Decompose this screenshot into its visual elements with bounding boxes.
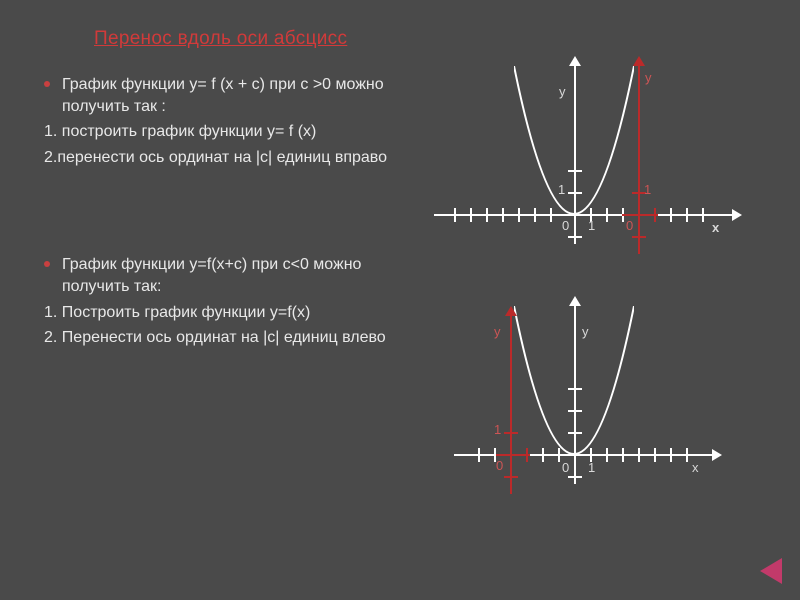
shifted-x-stub [496,454,530,456]
block2-line2: 2. Перенести ось ординат на |с| единиц в… [44,327,404,349]
shifted-y-label: y [645,70,652,85]
x-tick [686,208,688,222]
shifted-x-stub [622,214,658,216]
unit-y-label: 1 [558,182,565,197]
x-axis-label: x [692,460,699,475]
back-button[interactable] [760,558,782,584]
x-tick [686,448,688,462]
graph-1: 0 1 1 x y y 1 0 [414,64,754,284]
y-axis-label: y [582,324,589,339]
x-tick [638,448,640,462]
bullet-2: График функции y=f(x+с) при с<0 можно по… [44,254,404,297]
x-tick [478,448,480,462]
shifted-y-tick [504,432,518,434]
shifted-y-tick [632,236,646,238]
block1-line1: 1. построить график функции y= f (x) [44,121,404,143]
shifted-y-axis [510,314,512,494]
content-row: График функции y= f (x + с) при с >0 мож… [44,74,756,409]
x-tick [670,448,672,462]
shifted-y-tick [504,476,518,478]
text-column: График функции y= f (x + с) при с >0 мож… [44,74,404,409]
shifted-y-label: y [494,324,501,339]
parabola-curve [514,306,634,456]
text-block-2: График функции y=f(x+с) при с<0 можно по… [44,254,404,348]
x-tick [654,448,656,462]
shifted-unit-y: 1 [494,422,501,437]
x-tick [454,208,456,222]
block2-line1: 1. Построить график функции y=f(x) [44,302,404,324]
shifted-y-arrow-icon [505,306,517,316]
shifted-x-tick [526,448,528,462]
x-tick [486,208,488,222]
unit-x-label: 1 [588,460,595,475]
shifted-origin: 0 [626,218,633,233]
bullet-1: График функции y= f (x + с) при с >0 мож… [44,74,404,117]
y-tick [568,236,582,238]
block2-line1-text: 1. Построить график функции y=f(x) [44,304,310,321]
x-tick [702,208,704,222]
origin-label: 0 [562,218,569,233]
parabola-curve [514,66,634,216]
unit-x-label: 1 [588,218,595,233]
x-tick [670,208,672,222]
slide: Перенос вдоль оси абсцисс График функции… [0,0,800,600]
y-tick [568,476,582,478]
x-tick [502,208,504,222]
block1-line2: 2.перенести ось ординат на |с| единиц вп… [44,147,404,169]
x-axis-arrow-icon [712,449,722,461]
origin-label: 0 [562,460,569,475]
graph-2: 0 1 x y y 1 0 [414,304,754,524]
x-axis-arrow-icon [732,209,742,221]
shifted-origin: 0 [496,458,503,473]
shifted-unit-y: 1 [644,182,651,197]
shifted-y-arrow-icon [633,56,645,66]
graph-column: 0 1 1 x y y 1 0 [414,74,756,409]
shifted-x-tick [654,208,656,222]
y-axis-arrow-icon [569,56,581,66]
slide-title: Перенос вдоль оси абсцисс [94,28,756,50]
y-axis-label: y [559,84,566,99]
text-block-1: График функции y= f (x + с) при с >0 мож… [44,74,404,168]
y-axis-arrow-icon [569,296,581,306]
x-axis-label: x [712,220,719,235]
x-tick [470,208,472,222]
shifted-y-axis [638,64,640,254]
